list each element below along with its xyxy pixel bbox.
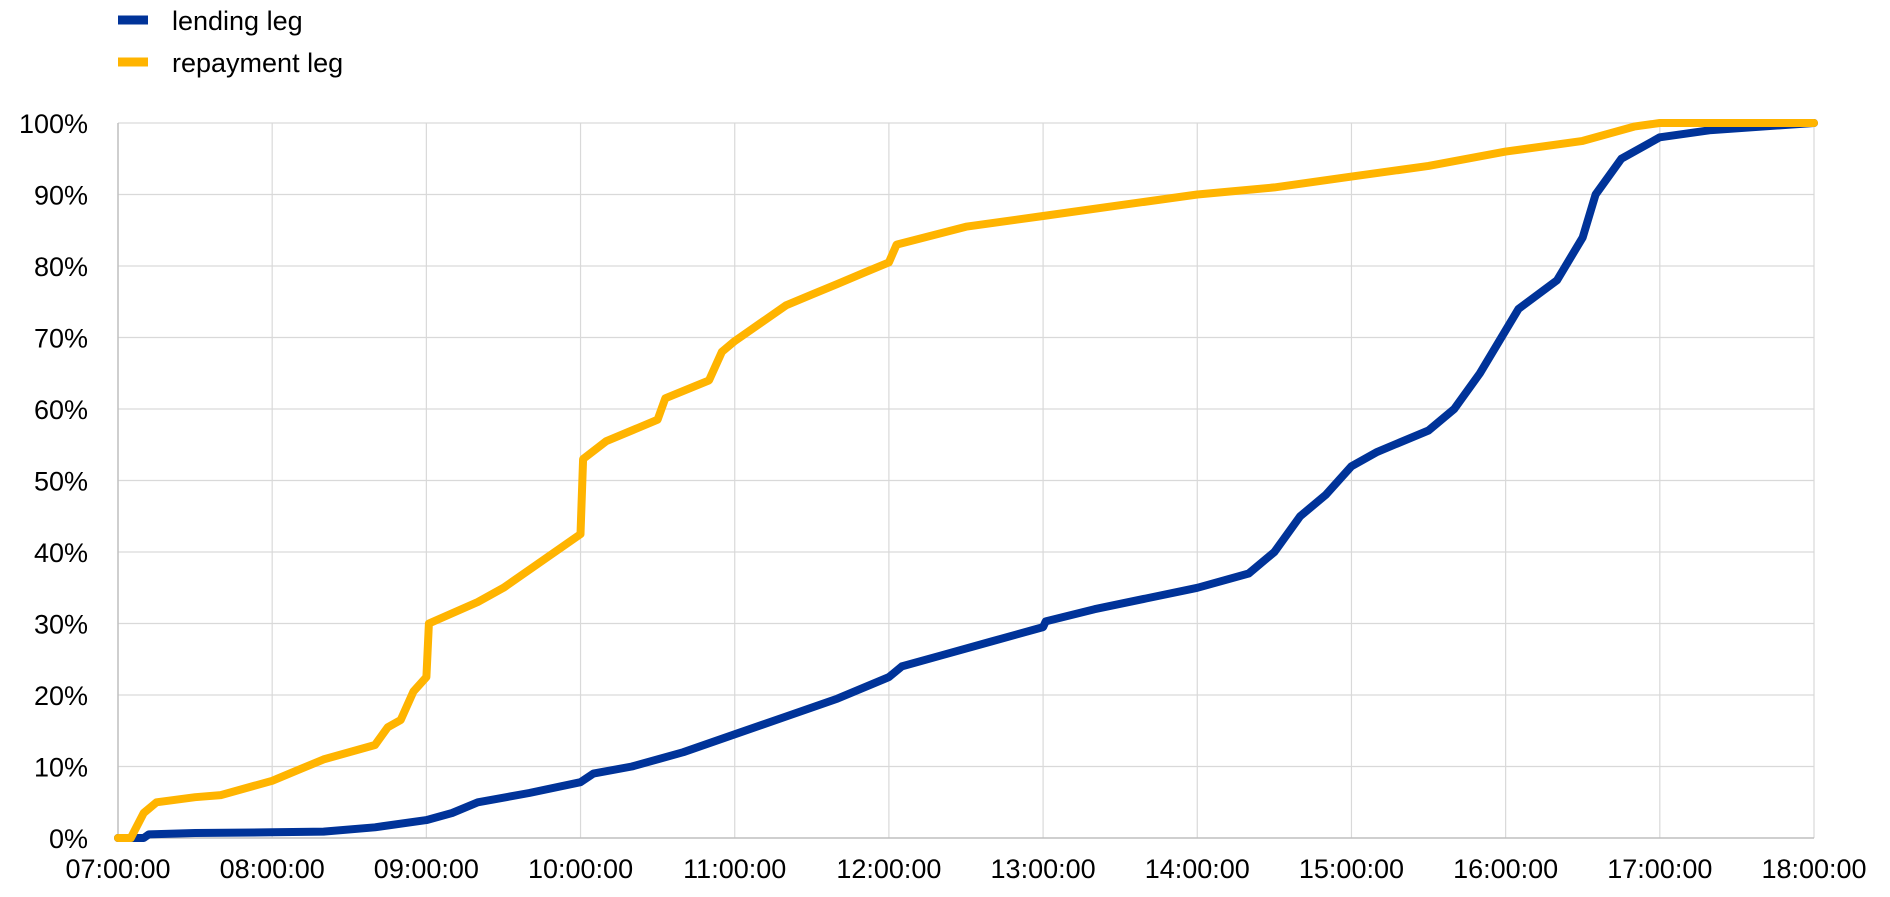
- y-tick-label: 70%: [34, 324, 88, 354]
- y-tick-label: 100%: [19, 109, 88, 139]
- y-tick-label: 20%: [34, 681, 88, 711]
- y-tick-label: 40%: [34, 538, 88, 568]
- y-tick-label: 90%: [34, 181, 88, 211]
- y-axis-tick-labels: 0% 10% 20% 30% 40% 50% 60% 70% 80% 90% 100%: [19, 109, 88, 854]
- grid-lines: [118, 122, 1815, 838]
- x-tick-label: 07:00:00: [65, 854, 170, 884]
- x-tick-label: 08:00:00: [220, 854, 325, 884]
- x-tick-label: 18:00:00: [1761, 854, 1866, 884]
- x-tick-label: 16:00:00: [1453, 854, 1558, 884]
- x-tick-label: 11:00:00: [683, 854, 786, 884]
- x-tick-label: 12:00:00: [836, 854, 941, 884]
- legend: lending leg repayment leg: [118, 6, 343, 78]
- x-tick-label: 15:00:00: [1299, 854, 1404, 884]
- y-tick-label: 50%: [34, 467, 88, 497]
- x-tick-label: 13:00:00: [991, 854, 1096, 884]
- x-tick-label: 17:00:00: [1607, 854, 1712, 884]
- x-tick-label: 14:00:00: [1145, 854, 1250, 884]
- x-tick-label: 09:00:00: [374, 854, 479, 884]
- legend-label: lending leg: [172, 6, 303, 36]
- y-tick-label: 10%: [34, 753, 88, 783]
- y-tick-label: 60%: [34, 395, 88, 425]
- y-tick-label: 80%: [34, 252, 88, 282]
- x-axis-tick-labels: 07:00:00 08:00:00 09:00:00 10:00:00 11:00:00…: [65, 854, 1866, 884]
- axes: [117, 123, 1814, 839]
- legend-label: repayment leg: [172, 48, 343, 78]
- y-tick-label: 30%: [34, 610, 88, 640]
- series-line-repayment-leg: [114, 119, 1818, 842]
- series-line-lending-leg: [114, 119, 1818, 842]
- x-tick-label: 10:00:00: [528, 854, 633, 884]
- y-tick-label: 0%: [49, 824, 88, 854]
- series-lines: [114, 119, 1818, 842]
